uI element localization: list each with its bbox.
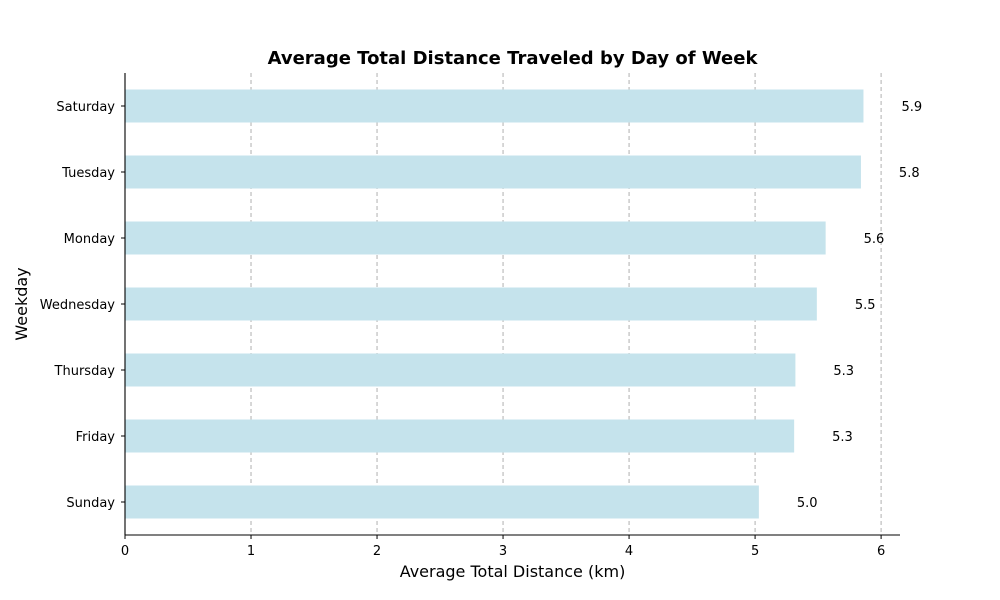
- bar-value-label: 5.6: [864, 232, 885, 247]
- x-axis-ticks: 0 1 2 3 4 5 6: [121, 535, 885, 559]
- bar: [125, 155, 861, 189]
- x-tick-label: 6: [877, 544, 885, 559]
- x-tick-label: 0: [121, 544, 129, 559]
- bar: [125, 485, 759, 519]
- chart-title: Average Total Distance Traveled by Day o…: [268, 48, 759, 69]
- bar-value-label: 5.8: [899, 166, 920, 181]
- y-tick-label: Saturday: [56, 100, 115, 115]
- bar: [125, 89, 864, 123]
- x-tick-label: 1: [247, 544, 255, 559]
- bar: [125, 353, 796, 387]
- bar-value-label: 5.5: [855, 298, 876, 313]
- bars: [125, 89, 864, 519]
- x-tick-label: 5: [751, 544, 759, 559]
- bar-value-label: 5.3: [833, 364, 854, 379]
- bar-value-label: 5.0: [797, 496, 818, 511]
- bar-value-label: 5.3: [832, 430, 853, 445]
- y-tick-label: Sunday: [66, 496, 115, 511]
- bar-value-label: 5.9: [901, 100, 922, 115]
- y-tick-label: Friday: [76, 430, 116, 445]
- x-tick-label: 3: [499, 544, 507, 559]
- y-tick-label: Thursday: [54, 364, 116, 379]
- x-tick-label: 4: [625, 544, 633, 559]
- y-tick-label: Wednesday: [40, 298, 116, 313]
- y-axis-title: Weekday: [12, 267, 31, 340]
- y-tick-label: Tuesday: [61, 166, 115, 181]
- y-axis-ticks: Saturday Tuesday Monday Wednesday Thursday Fr…: [40, 100, 125, 511]
- bar: [125, 287, 817, 321]
- x-tick-label: 2: [373, 544, 381, 559]
- y-tick-label: Monday: [64, 232, 116, 247]
- x-axis-title: Average Total Distance (km): [400, 562, 626, 581]
- data-labels: 5.9 5.8 5.6 5.5 5.3 5.3 5.0: [797, 100, 922, 511]
- bar: [125, 221, 826, 255]
- bar: [125, 419, 795, 453]
